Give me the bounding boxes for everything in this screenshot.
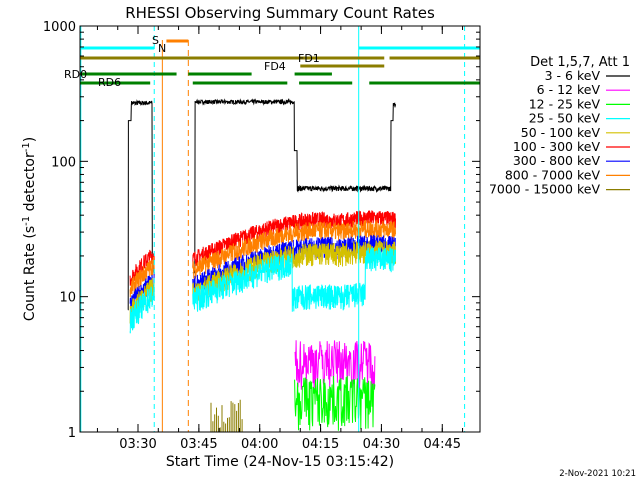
y-tick-label: 100: [51, 155, 76, 170]
series-300-800kev: [192, 234, 396, 296]
legend-label: 300 - 800 keV: [513, 153, 601, 168]
series-25-50kev: [192, 247, 396, 312]
legend-label: 100 - 300 keV: [513, 139, 601, 154]
legend-label: 25 - 50 keV: [529, 111, 601, 126]
flag-label-rd0: RD0: [64, 68, 87, 81]
y-tick-label: 1: [68, 426, 76, 441]
series-12-25kev: [294, 375, 376, 431]
series-50-100kev: [192, 240, 396, 304]
flag-label-n: N: [158, 42, 166, 55]
series-800-7000kev: [129, 256, 155, 298]
x-tick-label: 04:30: [363, 437, 400, 452]
x-tick-label: 03:45: [180, 437, 217, 452]
x-axis-label: Start Time (24-Nov-15 03:15:42): [166, 454, 394, 470]
y-axis-label: Count Rate (s-1 detector-1): [21, 137, 38, 321]
series-100-300kev: [129, 249, 155, 286]
x-tick-label: 04:15: [302, 437, 339, 452]
series-25-50kev: [129, 283, 155, 334]
x-tick-label: 03:30: [119, 437, 156, 452]
flag-label-s: S: [152, 34, 159, 47]
legend-label: 7000 - 15000 keV: [489, 182, 600, 197]
x-tick-label: 04:45: [424, 437, 461, 452]
chart-title: RHESSI Observing Summary Count Rates: [125, 4, 435, 22]
legend-label: 12 - 25 keV: [529, 96, 601, 111]
flag-label-fd4: FD4: [264, 60, 286, 73]
legend-label: 6 - 12 keV: [537, 82, 601, 97]
series-3-6kev: [127, 99, 155, 311]
legend-label: 3 - 6 keV: [545, 68, 601, 83]
generation-timestamp: 2-Nov-2021 10:21: [559, 469, 636, 479]
flag-label-rd6: RD6: [98, 76, 121, 89]
legend-label: 800 - 7000 keV: [505, 167, 601, 182]
y-tick-label: 10: [59, 291, 76, 306]
series-100-300kev: [192, 210, 396, 268]
y-tick-label: 1000: [43, 20, 76, 35]
series-7000-15000kev: [210, 399, 243, 432]
series-6-12kev: [294, 340, 376, 391]
flag-label-fd1: FD1: [298, 52, 320, 65]
legend-title: Det 1,5,7, Att 1: [530, 55, 630, 70]
series-3-6kev: [192, 98, 396, 274]
series-800-7000kev: [192, 219, 396, 279]
legend-label: 50 - 100 keV: [521, 125, 601, 140]
x-tick-label: 04:00: [241, 437, 278, 452]
